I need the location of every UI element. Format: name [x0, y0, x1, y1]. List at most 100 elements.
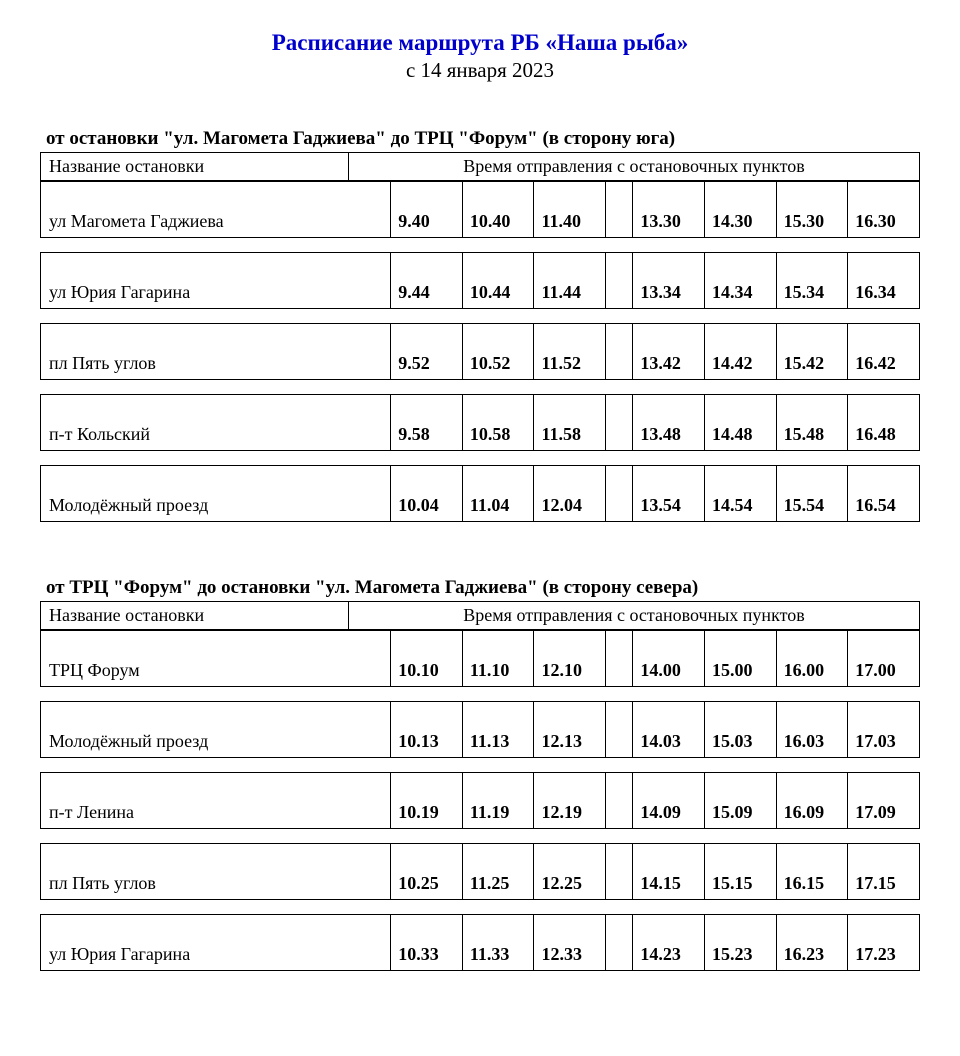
section-heading: от ТРЦ "Форум" до остановки "ул. Магомет…: [40, 577, 920, 599]
time-cell: 15.42: [776, 324, 848, 380]
stop-name-cell: ул Юрия Гагарина: [41, 253, 391, 309]
gap-cell: [606, 253, 633, 309]
time-cell: 12.25: [534, 844, 606, 900]
time-cell: 15.48: [776, 395, 848, 451]
table-row: п-т Ленина10.1911.1912.1914.0915.0916.09…: [40, 772, 920, 829]
stop-name-cell: ул Юрия Гагарина: [41, 915, 391, 971]
stop-name-cell: пл Пять углов: [41, 324, 391, 380]
time-cell: 13.34: [633, 253, 705, 309]
table-row: ТРЦ Форум10.1011.1012.1014.0015.0016.001…: [40, 630, 920, 687]
time-cell: 9.52: [391, 324, 463, 380]
time-cell: 15.09: [705, 773, 777, 829]
schedule-section: от остановки "ул. Магомета Гаджиева" до …: [40, 128, 920, 522]
table-header: Название остановкиВремя отправления с ос…: [40, 152, 920, 181]
table-row: пл Пять углов9.5210.5211.52 13.4214.4215.…: [40, 323, 920, 380]
gap-cell: [606, 324, 633, 380]
time-cell: 16.30: [848, 182, 920, 238]
table-row: ул Юрия Гагарина10.3311.3312.33 14.2315.2…: [40, 914, 920, 971]
time-cell: 14.30: [705, 182, 777, 238]
time-cell: 11.19: [462, 773, 534, 829]
title-block: Расписание маршрута РБ «Наша рыба» с 14 …: [40, 30, 920, 83]
schedule-sections: от остановки "ул. Магомета Гаджиева" до …: [40, 128, 920, 971]
stop-name-cell: Молодёжный проезд: [41, 702, 391, 758]
time-cell: 13.30: [633, 182, 705, 238]
gap-cell: [606, 631, 633, 687]
schedule-section: от ТРЦ "Форум" до остановки "ул. Магомет…: [40, 577, 920, 971]
time-cell: 10.13: [391, 702, 463, 758]
time-cell: 10.52: [462, 324, 534, 380]
time-cell: 17.03: [848, 702, 920, 758]
table-row: Молодёжный проезд10.1311.1312.1314.0315.…: [40, 701, 920, 758]
stop-column-header: Название остановки: [41, 153, 349, 181]
time-cell: 15.23: [705, 915, 777, 971]
page-subtitle: с 14 января 2023: [40, 58, 920, 83]
time-cell: 10.33: [391, 915, 463, 971]
time-cell: 16.23: [776, 915, 848, 971]
table-row: Молодёжный проезд10.0411.0412.04 13.5414.…: [40, 465, 920, 522]
time-cell: 16.54: [848, 466, 920, 522]
gap-cell: [606, 773, 633, 829]
time-cell: 17.15: [848, 844, 920, 900]
time-cell: 10.58: [462, 395, 534, 451]
time-cell: 12.04: [534, 466, 606, 522]
time-cell: 11.10: [462, 631, 534, 687]
time-cell: 14.09: [633, 773, 705, 829]
time-cell: 11.13: [462, 702, 534, 758]
time-cell: 16.15: [776, 844, 848, 900]
time-cell: 13.54: [633, 466, 705, 522]
time-cell: 10.40: [462, 182, 534, 238]
time-cell: 16.03: [776, 702, 848, 758]
time-cell: 14.48: [705, 395, 777, 451]
time-cell: 16.09: [776, 773, 848, 829]
table-row: п-т Кольский9.5810.5811.5813.4814.4815.4…: [40, 394, 920, 451]
gap-cell: [606, 915, 633, 971]
time-cell: 15.34: [776, 253, 848, 309]
time-cell: 12.33: [534, 915, 606, 971]
stop-column-header: Название остановки: [41, 602, 349, 630]
table-header: Название остановкиВремя отправления с ос…: [40, 601, 920, 630]
time-cell: 17.00: [848, 631, 920, 687]
time-cell: 13.42: [633, 324, 705, 380]
time-cell: 9.58: [391, 395, 463, 451]
time-cell: 10.44: [462, 253, 534, 309]
times-column-header: Время отправления с остановочных пунктов: [349, 153, 920, 181]
gap-cell: [606, 395, 633, 451]
time-cell: 16.00: [776, 631, 848, 687]
gap-cell: [606, 844, 633, 900]
time-cell: 16.42: [848, 324, 920, 380]
stop-name-cell: ТРЦ Форум: [41, 631, 391, 687]
time-cell: 16.48: [848, 395, 920, 451]
time-cell: 10.25: [391, 844, 463, 900]
time-cell: 10.10: [391, 631, 463, 687]
time-cell: 17.23: [848, 915, 920, 971]
time-cell: 11.04: [462, 466, 534, 522]
time-cell: 14.42: [705, 324, 777, 380]
gap-cell: [606, 702, 633, 758]
gap-cell: [606, 466, 633, 522]
time-cell: 9.40: [391, 182, 463, 238]
time-cell: 11.52: [534, 324, 606, 380]
time-cell: 14.15: [633, 844, 705, 900]
stop-name-cell: п-т Ленина: [41, 773, 391, 829]
time-cell: 14.23: [633, 915, 705, 971]
time-cell: 14.34: [705, 253, 777, 309]
time-cell: 15.30: [776, 182, 848, 238]
time-cell: 10.19: [391, 773, 463, 829]
stop-name-cell: пл Пять углов: [41, 844, 391, 900]
times-column-header: Время отправления с остановочных пунктов: [349, 602, 920, 630]
table-row: ул Юрия Гагарина9.4410.4411.4413.3414.34…: [40, 252, 920, 309]
time-cell: 15.54: [776, 466, 848, 522]
time-cell: 15.03: [705, 702, 777, 758]
time-cell: 10.04: [391, 466, 463, 522]
time-cell: 11.25: [462, 844, 534, 900]
time-cell: 14.00: [633, 631, 705, 687]
time-cell: 14.54: [705, 466, 777, 522]
time-cell: 11.40: [534, 182, 606, 238]
time-cell: 15.00: [705, 631, 777, 687]
time-cell: 11.58: [534, 395, 606, 451]
time-cell: 11.33: [462, 915, 534, 971]
time-cell: 12.13: [534, 702, 606, 758]
stop-name-cell: Молодёжный проезд: [41, 466, 391, 522]
time-cell: 13.48: [633, 395, 705, 451]
page-title: Расписание маршрута РБ «Наша рыба»: [40, 30, 920, 56]
